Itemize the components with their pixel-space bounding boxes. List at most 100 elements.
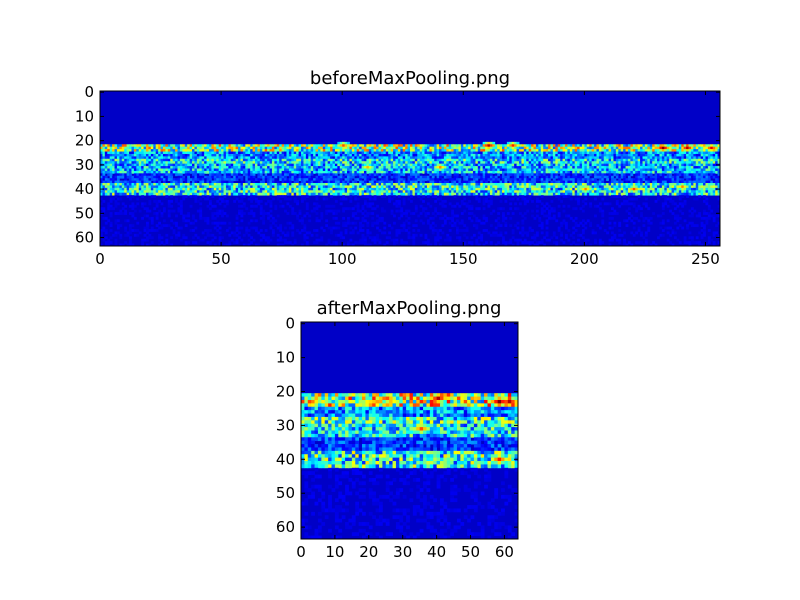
heatmap-cell [470, 185, 474, 189]
heatmap-cell [414, 183, 418, 186]
heatmap-cell [192, 168, 195, 172]
heatmap-cell [201, 163, 205, 167]
heatmap-cell [349, 156, 353, 160]
heatmap-cell [475, 190, 479, 194]
heatmap-cell [642, 185, 646, 189]
heatmap-cell [485, 141, 488, 145]
heatmap-cell [666, 168, 670, 172]
heatmap-cell [499, 180, 503, 184]
heatmap-cell [363, 173, 367, 177]
heatmap-cell [465, 144, 469, 148]
heatmap-cell [337, 151, 341, 155]
heatmap-cell [124, 156, 128, 160]
heatmap-cell [412, 156, 416, 160]
heatmap-cell [116, 187, 120, 191]
heatmap-cell [143, 173, 147, 177]
heatmap-cell [494, 175, 498, 179]
heatmap-cell [422, 190, 425, 194]
heatmap-cell [276, 149, 280, 152]
heatmap-cell [383, 151, 387, 155]
heatmap-cell [514, 146, 517, 150]
heatmap-cell [192, 161, 195, 165]
heatmap-cell [160, 163, 164, 167]
heatmap-cell [330, 146, 333, 150]
heatmap-cell [499, 170, 503, 174]
heatmap-cell [707, 144, 711, 148]
heatmap-cell [218, 173, 222, 177]
heatmap-cell [235, 151, 239, 155]
heatmap-cell [567, 161, 571, 165]
heatmap-cell [177, 178, 181, 182]
heatmap-cell [310, 175, 314, 179]
heatmap-cell [664, 168, 668, 172]
heatmap-cell [201, 168, 205, 172]
heatmap-cell [175, 151, 178, 155]
heatmap-cell [218, 149, 222, 152]
heatmap-cell [603, 166, 607, 169]
heatmap-cell [284, 175, 287, 179]
heatmap-cell [119, 185, 123, 189]
heatmap-cell [385, 161, 389, 165]
heatmap-cell [678, 173, 682, 177]
heatmap-cell [288, 175, 292, 179]
heatmap-cell [426, 180, 430, 184]
heatmap-cell [477, 180, 481, 184]
heatmap-cell [211, 173, 215, 177]
heatmap-cell [698, 173, 702, 177]
heatmap-cell [550, 185, 554, 189]
heatmap-cell [153, 168, 157, 172]
heatmap-cell [262, 146, 266, 150]
heatmap-cell [238, 158, 241, 162]
heatmap-cell [548, 158, 551, 162]
heatmap-cell [395, 156, 399, 160]
heatmap-cell [158, 190, 161, 194]
heatmap-cell [286, 158, 290, 162]
heatmap-cell [526, 149, 530, 152]
heatmap-cell [376, 151, 379, 155]
heatmap-cell [337, 190, 341, 194]
heatmap-cell [412, 173, 416, 177]
heatmap-cell [710, 149, 714, 152]
heatmap-cell [565, 168, 568, 172]
heatmap-cell [218, 153, 222, 157]
heatmap-cell [511, 175, 515, 179]
heatmap-cell [504, 161, 508, 165]
heatmap-cell [666, 156, 670, 160]
heatmap-cell [673, 166, 677, 169]
heatmap-cell [598, 170, 602, 174]
heatmap-cell [431, 153, 435, 157]
heatmap-cell [383, 187, 387, 191]
heatmap-cell [247, 146, 251, 150]
heatmap-cell [627, 185, 631, 189]
heatmap-cell [242, 173, 246, 177]
heatmap-cell [567, 166, 571, 169]
heatmap-cell [349, 144, 353, 148]
heatmap-cell [712, 180, 716, 184]
heatmap-cell [710, 175, 714, 179]
heatmap-cell [257, 190, 261, 194]
heatmap-cell [196, 168, 200, 172]
heatmap-cell [613, 146, 617, 150]
heatmap-cell [148, 156, 152, 160]
heatmap-cell [206, 175, 210, 179]
heatmap-cell [518, 166, 522, 169]
heatmap-cell [150, 144, 154, 148]
heatmap-cell [395, 146, 399, 150]
heatmap-cell [705, 183, 709, 186]
heatmap-cell [114, 170, 118, 174]
heatmap-cell [492, 187, 496, 191]
heatmap-cell [657, 166, 660, 169]
heatmap-cell [441, 161, 445, 165]
heatmap-cell [138, 183, 142, 186]
heatmap-cell [707, 151, 711, 155]
heatmap-cell [652, 158, 656, 162]
heatmap-cell [405, 168, 408, 172]
heatmap-cell [577, 180, 580, 184]
heatmap-cell [245, 178, 249, 182]
heatmap-cell [177, 170, 181, 174]
heatmap-cell [182, 156, 186, 160]
heatmap-cell [688, 158, 692, 162]
heatmap-cell [422, 168, 425, 172]
heatmap-cell [334, 190, 338, 194]
heatmap-cell [385, 183, 389, 186]
